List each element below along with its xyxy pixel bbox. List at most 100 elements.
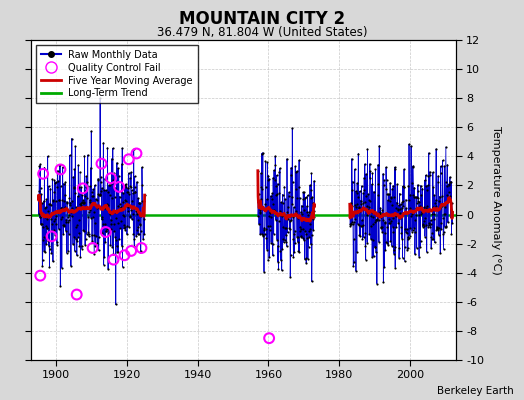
- Point: [108, 195, 116, 202]
- Point: [119, 199, 127, 205]
- Point: [78, 192, 86, 198]
- Point: [117, 161, 126, 167]
- Point: [428, 211, 436, 217]
- Point: [90, 232, 98, 238]
- Point: [359, 234, 368, 240]
- Point: [373, 280, 381, 287]
- Point: [361, 199, 369, 206]
- Point: [397, 205, 406, 211]
- Point: [380, 219, 389, 225]
- Point: [109, 177, 117, 183]
- Point: [97, 188, 105, 194]
- Point: [426, 224, 434, 230]
- Point: [309, 226, 318, 233]
- Point: [59, 230, 68, 237]
- Point: [87, 128, 95, 134]
- Point: [445, 197, 453, 203]
- Point: [271, 208, 279, 214]
- Point: [447, 200, 456, 207]
- Point: [372, 249, 380, 256]
- Point: [356, 222, 365, 229]
- Point: [125, 224, 133, 230]
- Point: [113, 248, 122, 255]
- Point: [421, 222, 430, 228]
- Point: [64, 219, 72, 226]
- Point: [418, 224, 427, 230]
- Point: [304, 243, 313, 250]
- Point: [52, 239, 61, 246]
- Point: [130, 242, 138, 249]
- Point: [394, 220, 402, 226]
- Point: [291, 240, 299, 246]
- Point: [121, 224, 129, 230]
- Point: [129, 146, 138, 152]
- Point: [403, 247, 411, 253]
- Point: [74, 162, 82, 168]
- Point: [260, 224, 268, 231]
- Point: [410, 225, 418, 231]
- Point: [54, 178, 62, 184]
- Point: [406, 225, 414, 231]
- Point: [42, 224, 51, 231]
- Point: [422, 172, 430, 178]
- Point: [447, 231, 456, 238]
- Point: [97, 185, 106, 191]
- Point: [73, 193, 82, 200]
- Point: [441, 204, 449, 210]
- Point: [310, 178, 318, 184]
- Text: MOUNTAIN CITY 2: MOUNTAIN CITY 2: [179, 10, 345, 28]
- Point: [137, 248, 145, 254]
- Point: [362, 256, 370, 263]
- Point: [439, 214, 447, 221]
- Point: [62, 216, 70, 223]
- Point: [55, 162, 63, 169]
- Point: [271, 217, 280, 223]
- Point: [60, 198, 68, 204]
- Point: [352, 204, 361, 210]
- Point: [355, 203, 363, 210]
- Point: [282, 243, 291, 249]
- Point: [57, 216, 66, 222]
- Point: [40, 233, 48, 240]
- Point: [92, 202, 101, 209]
- Point: [69, 174, 78, 180]
- Point: [350, 210, 358, 216]
- Point: [436, 169, 445, 176]
- Point: [277, 212, 285, 218]
- Point: [289, 214, 297, 220]
- Point: [132, 207, 140, 214]
- Point: [255, 210, 264, 216]
- Point: [262, 226, 270, 232]
- Point: [263, 159, 271, 166]
- Point: [407, 207, 415, 213]
- Point: [106, 182, 114, 188]
- Point: [47, 250, 56, 256]
- Point: [408, 228, 416, 235]
- Point: [72, 224, 80, 230]
- Point: [357, 201, 365, 208]
- Point: [269, 201, 278, 207]
- Point: [63, 214, 72, 220]
- Point: [38, 257, 47, 264]
- Point: [261, 200, 269, 207]
- Point: [383, 240, 391, 246]
- Point: [139, 208, 147, 214]
- Point: [139, 236, 147, 242]
- Point: [351, 216, 359, 222]
- Point: [95, 192, 104, 198]
- Point: [433, 226, 441, 233]
- Point: [91, 182, 99, 188]
- Point: [285, 193, 293, 199]
- Point: [275, 190, 283, 196]
- Point: [419, 222, 428, 228]
- Point: [58, 265, 66, 271]
- Point: [88, 193, 96, 199]
- Point: [133, 179, 141, 185]
- Point: [107, 175, 115, 181]
- Point: [434, 179, 442, 185]
- Point: [267, 193, 275, 199]
- Point: [104, 188, 112, 195]
- Point: [396, 215, 405, 221]
- Point: [286, 252, 294, 258]
- Point: [309, 200, 317, 206]
